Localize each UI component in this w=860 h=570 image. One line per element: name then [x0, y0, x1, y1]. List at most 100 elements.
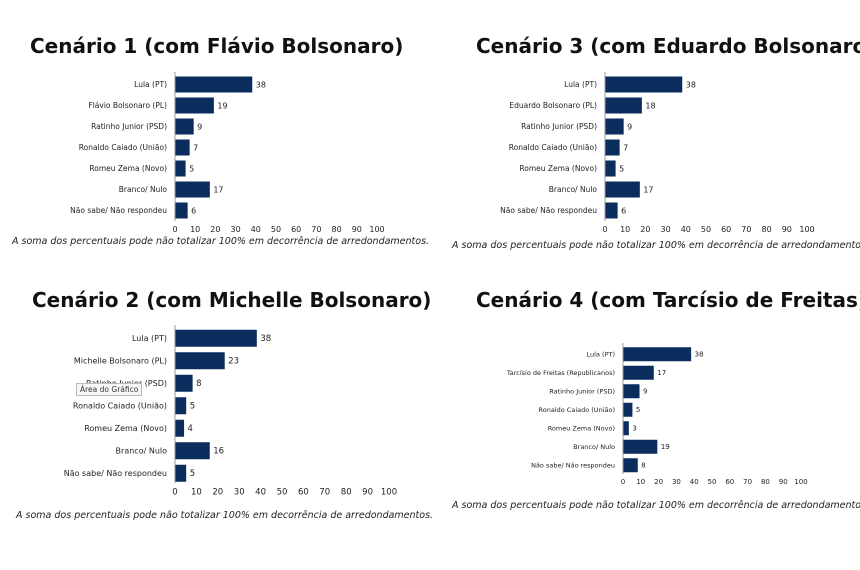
data-label: 38: [260, 334, 271, 344]
data-bar: [175, 397, 187, 415]
x-tick-label: 50: [271, 225, 281, 234]
data-label: 8: [196, 379, 201, 389]
category-label: Michelle Bolsonaro (PL): [74, 357, 167, 366]
chart-title: Cenário 2 (com Michelle Bolsonaro): [32, 288, 432, 312]
x-tick-label: 10: [620, 225, 630, 234]
x-tick-label: 70: [319, 488, 330, 498]
data-bar: [175, 419, 185, 437]
data-label: 4: [188, 424, 193, 434]
category-label: Romeu Zema (Novo): [548, 425, 615, 433]
data-bar: [175, 374, 193, 392]
data-label: 38: [256, 80, 266, 89]
data-bar: [605, 139, 620, 156]
data-label: 5: [190, 469, 195, 479]
data-label: 38: [695, 351, 704, 359]
chart-note: A soma dos percentuais pode não totaliza…: [12, 236, 430, 247]
data-bar: [623, 384, 640, 399]
x-tick-label: 20: [210, 225, 220, 234]
data-bar: [623, 458, 638, 473]
data-label: 38: [686, 80, 696, 89]
category-label: Não sabe/ Não respondeu: [500, 206, 597, 215]
data-label: 19: [661, 443, 670, 451]
data-label: 8: [641, 462, 645, 470]
x-tick-label: 50: [277, 488, 288, 498]
category-label: Branco/ Nulo: [549, 185, 598, 194]
x-tick-label: 40: [255, 488, 266, 498]
data-label: 6: [191, 206, 196, 215]
x-tick-label: 100: [369, 225, 384, 234]
x-tick-label: 70: [311, 225, 321, 234]
x-tick-label: 90: [352, 225, 362, 234]
x-tick-label: 70: [743, 478, 752, 486]
x-tick-label: 10: [190, 225, 200, 234]
data-label: 19: [217, 101, 227, 110]
x-tick-label: 40: [681, 225, 691, 234]
chart-note: A soma dos percentuais pode não totaliza…: [452, 240, 860, 251]
chart-note: A soma dos percentuais pode não totaliza…: [452, 500, 860, 511]
category-label: Lula (PT): [564, 80, 597, 89]
data-bar: [175, 97, 214, 114]
category-label: Flávio Bolsonaro (PL): [88, 101, 167, 110]
data-label: 23: [228, 357, 239, 367]
bar-chart-cenario-3: Lula (PT) 38 Eduardo Bolsonaro (PL) 18 Ratin…: [500, 72, 815, 234]
data-bar: [175, 160, 186, 177]
x-tick-label: 30: [661, 225, 671, 234]
x-tick-label: 0: [621, 478, 625, 486]
x-tick-label: 90: [782, 225, 792, 234]
category-label: Não sabe/ Não respondeu: [531, 462, 615, 470]
data-label: 7: [193, 143, 198, 152]
x-tick-label: 80: [761, 478, 770, 486]
x-tick-label: 40: [251, 225, 261, 234]
data-label: 5: [619, 164, 624, 173]
x-tick-label: 60: [725, 478, 734, 486]
data-bar: [605, 76, 683, 93]
x-tick-label: 90: [779, 478, 788, 486]
category-label: Branco/ Nulo: [119, 185, 168, 194]
data-label: 5: [189, 164, 194, 173]
category-label: Ronaldo Caiado (União): [79, 143, 167, 152]
category-label: Branco/ Nulo: [573, 443, 615, 451]
x-tick-label: 60: [721, 225, 731, 234]
data-bar: [605, 118, 624, 135]
x-tick-label: 100: [381, 488, 397, 498]
data-bar: [623, 347, 692, 362]
category-label: Ronaldo Caiado (União): [509, 143, 597, 152]
x-tick-label: 60: [298, 488, 309, 498]
data-label: 18: [645, 101, 655, 110]
data-label: 9: [197, 122, 202, 131]
x-tick-label: 30: [234, 488, 245, 498]
x-tick-label: 10: [191, 488, 202, 498]
data-bar: [623, 439, 658, 454]
data-bar: [175, 442, 210, 460]
x-tick-label: 0: [602, 225, 607, 234]
data-bar: [175, 76, 253, 93]
x-tick-label: 90: [362, 488, 373, 498]
category-label: Branco/ Nulo: [116, 447, 168, 456]
data-bar: [175, 139, 190, 156]
category-label: Ratinho Junior (PSD): [549, 388, 615, 396]
data-label: 5: [190, 402, 195, 412]
data-label: 9: [643, 388, 647, 396]
data-label: 3: [632, 425, 636, 433]
data-label: 17: [643, 185, 653, 194]
data-bar: [623, 365, 654, 380]
category-label: Lula (PT): [134, 80, 167, 89]
x-tick-label: 100: [799, 225, 814, 234]
x-tick-label: 20: [212, 488, 223, 498]
x-tick-label: 80: [762, 225, 772, 234]
data-bar: [175, 329, 257, 347]
x-tick-label: 70: [741, 225, 751, 234]
category-label: Ronaldo Caiado (União): [539, 406, 615, 414]
data-bar: [175, 464, 187, 482]
x-tick-label: 80: [332, 225, 342, 234]
x-tick-label: 100: [794, 478, 807, 486]
data-label: 9: [627, 122, 632, 131]
category-label: Eduardo Bolsonaro (PL): [509, 101, 597, 110]
chart-title: Cenário 3 (com Eduardo Bolsonaro): [476, 34, 860, 58]
category-label: Ratinho Junior (PSD): [91, 122, 167, 131]
data-bar: [175, 118, 194, 135]
chart-note: A soma dos percentuais pode não totaliza…: [16, 510, 434, 521]
x-tick-label: 80: [341, 488, 352, 498]
x-tick-label: 30: [672, 478, 681, 486]
